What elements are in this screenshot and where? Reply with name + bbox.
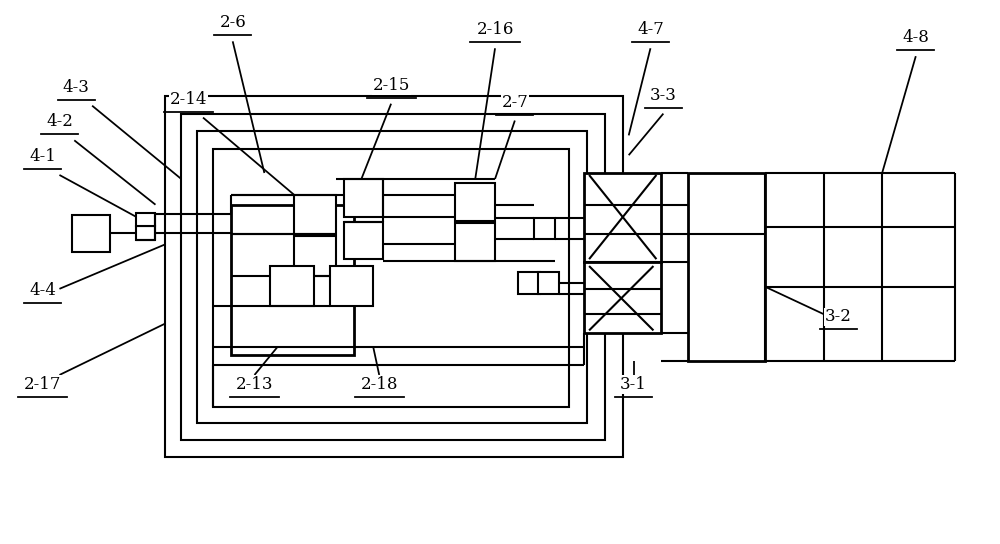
Text: 4-3: 4-3: [63, 79, 90, 96]
Text: 4-1: 4-1: [29, 148, 56, 165]
Bar: [584, 173, 661, 262]
Bar: [136, 226, 155, 240]
Bar: [534, 218, 555, 239]
Text: 3-3: 3-3: [650, 86, 677, 104]
Bar: [330, 266, 373, 306]
Text: 2-14: 2-14: [169, 91, 207, 108]
Text: 2-16: 2-16: [476, 21, 514, 39]
Bar: [294, 195, 336, 234]
Bar: [213, 149, 569, 407]
Text: 3-1: 3-1: [620, 376, 647, 393]
Text: 2-17: 2-17: [24, 376, 61, 393]
Bar: [584, 262, 661, 333]
Text: 4-7: 4-7: [637, 21, 664, 39]
Bar: [455, 183, 495, 220]
Bar: [455, 224, 495, 261]
Text: 2-7: 2-7: [501, 94, 528, 110]
Bar: [518, 272, 540, 294]
Text: 2-15: 2-15: [372, 77, 410, 94]
Text: 4-8: 4-8: [902, 29, 929, 46]
Text: 2-13: 2-13: [236, 376, 273, 393]
Text: 2-18: 2-18: [360, 376, 398, 393]
Bar: [72, 214, 110, 252]
Bar: [294, 236, 336, 276]
Text: 4-4: 4-4: [29, 282, 56, 299]
Bar: [538, 272, 559, 294]
Text: 3-2: 3-2: [825, 308, 852, 325]
Bar: [231, 205, 354, 355]
Text: 4-2: 4-2: [46, 114, 73, 131]
Bar: [270, 266, 314, 306]
Bar: [344, 179, 383, 217]
Bar: [344, 221, 383, 259]
Text: 2-6: 2-6: [219, 15, 246, 32]
Bar: [136, 213, 155, 226]
Bar: [181, 114, 605, 440]
Bar: [165, 96, 623, 457]
Bar: [688, 173, 765, 361]
Bar: [197, 132, 587, 423]
